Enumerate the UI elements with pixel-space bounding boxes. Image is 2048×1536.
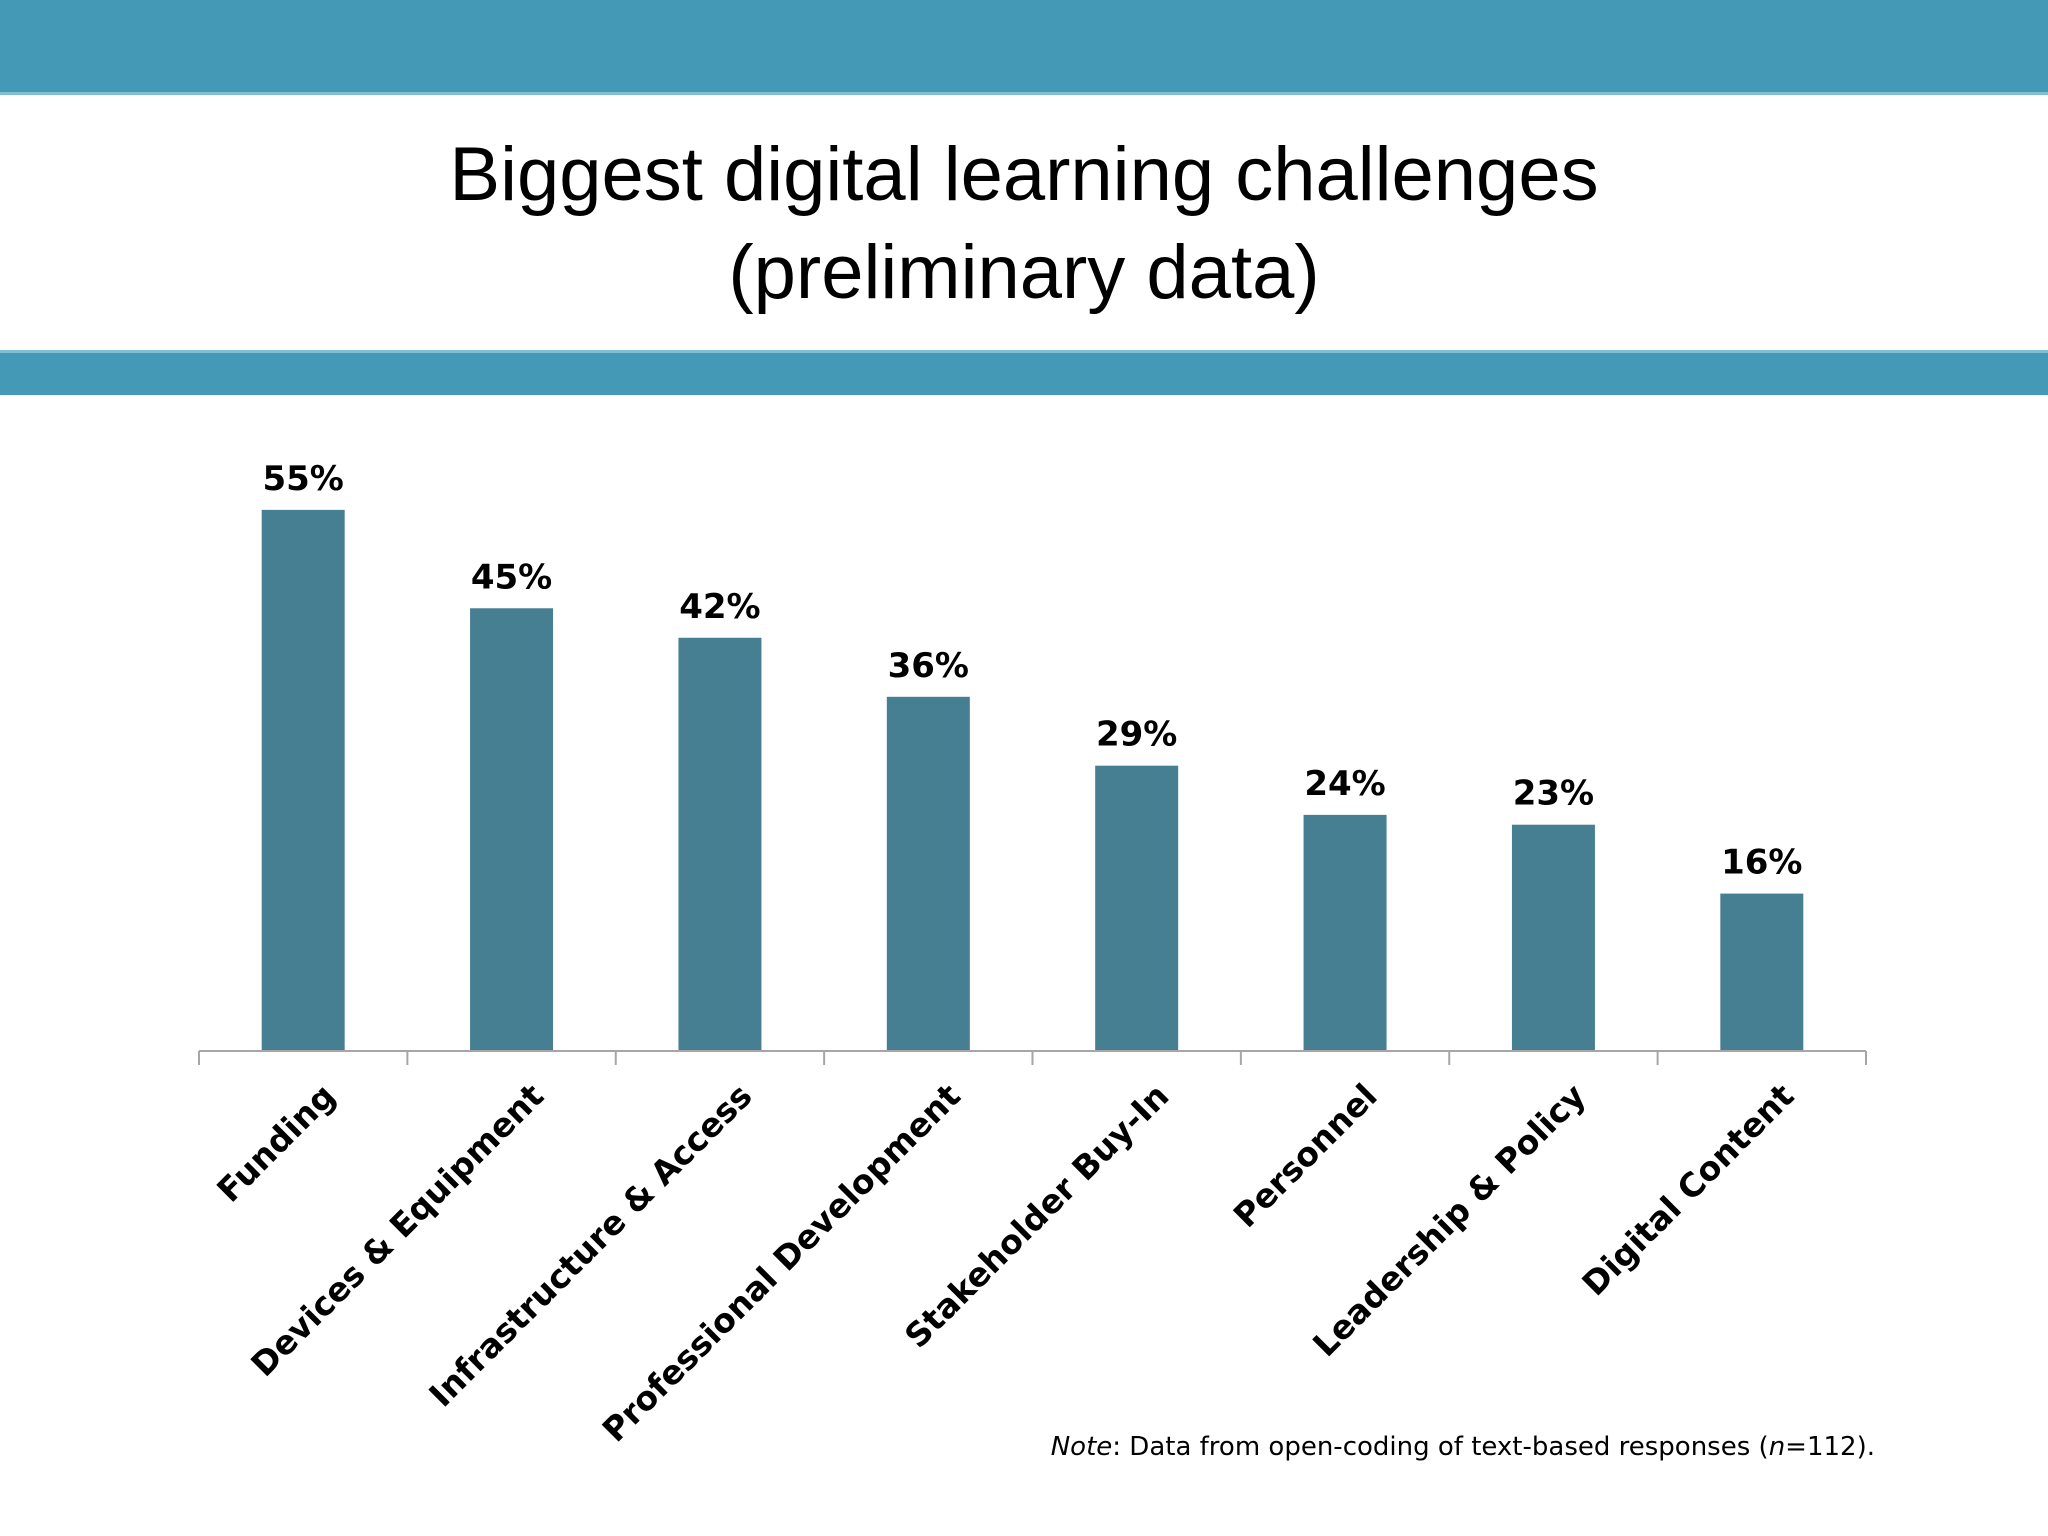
category-label-5: Personnel xyxy=(1226,1076,1385,1235)
note-label: Note xyxy=(1050,1432,1113,1462)
note-text-before: : Data from open-coding of text-based re… xyxy=(1112,1432,1769,1462)
bar-5 xyxy=(1303,814,1387,1051)
category-label-3: Professional Development xyxy=(595,1076,969,1450)
slide-title-line-2: (preliminary data) xyxy=(728,230,1320,315)
data-label-4: 29% xyxy=(1096,715,1177,755)
data-label-7: 16% xyxy=(1721,843,1802,883)
header-band xyxy=(0,0,2048,95)
data-label-2: 42% xyxy=(679,587,760,627)
bar-4 xyxy=(1095,765,1179,1051)
bar-7 xyxy=(1720,893,1804,1051)
slide-title-line-1: Biggest digital learning challenges xyxy=(449,132,1599,217)
bar-0 xyxy=(261,509,345,1051)
note-n-symbol: n xyxy=(1768,1432,1786,1462)
chart-note: Note: Data from open-coding of text-base… xyxy=(1051,1432,1875,1462)
data-label-0: 55% xyxy=(262,459,343,499)
data-label-3: 36% xyxy=(888,646,969,686)
data-label-6: 23% xyxy=(1513,774,1594,814)
category-label-7: Digital Content xyxy=(1574,1076,1801,1303)
bar-1 xyxy=(470,608,554,1051)
category-label-0: Funding xyxy=(209,1076,343,1210)
bar-3 xyxy=(886,696,970,1051)
bar-6 xyxy=(1511,824,1595,1051)
bar-2 xyxy=(678,637,762,1051)
divider-band xyxy=(0,350,2048,395)
data-label-5: 24% xyxy=(1304,764,1385,804)
note-text-after: =112). xyxy=(1785,1432,1875,1462)
data-label-1: 45% xyxy=(471,557,552,597)
slide-title: Biggest digital learning challenges (pre… xyxy=(0,126,2048,322)
